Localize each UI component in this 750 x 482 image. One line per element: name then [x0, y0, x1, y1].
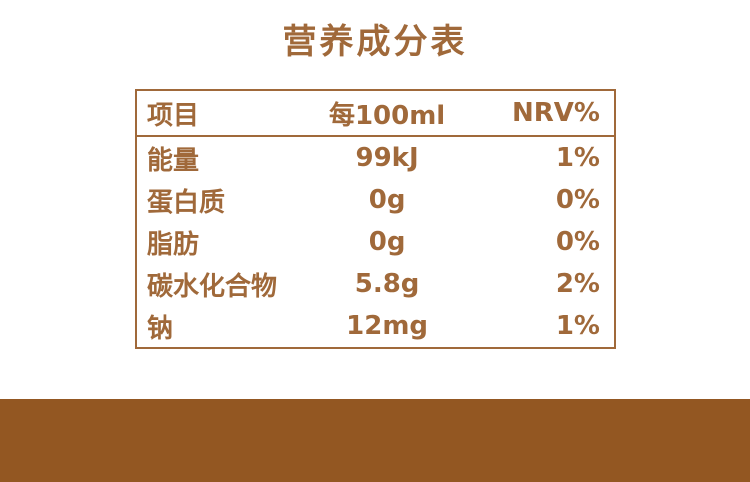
nutrition-table: 项目 每100ml NRV% 能量 99kJ 1% 蛋白质 0g 0% 脂肪 0… [135, 89, 616, 349]
row-value: 99kJ [355, 143, 419, 173]
table-row-energy: 能量 99kJ 1% [137, 137, 614, 179]
header-item: 项目 [147, 100, 200, 131]
row-value: 0g [368, 227, 406, 257]
header-nrv: NRV% [512, 98, 600, 128]
page-title: 营养成分表 [282, 22, 468, 62]
row-value: 12mg [346, 311, 429, 341]
table-row-sodium: 钠 12mg 1% [137, 305, 614, 347]
row-name: 脂肪 [147, 229, 200, 260]
footer-brown-band [0, 399, 750, 482]
row-value: 0g [368, 185, 406, 215]
table-header-row: 项目 每100ml NRV% [137, 91, 614, 137]
row-name: 碳水化合物 [147, 271, 278, 302]
row-nrv: 0% [555, 227, 600, 257]
row-nrv: 1% [555, 311, 600, 341]
row-name: 蛋白质 [147, 187, 226, 218]
table-row-protein: 蛋白质 0g 0% [137, 179, 614, 221]
table-row-carbohydrate: 碳水化合物 5.8g 2% [137, 263, 614, 305]
row-nrv: 2% [555, 269, 600, 299]
row-value: 5.8g [354, 269, 420, 299]
row-nrv: 0% [555, 185, 600, 215]
row-name: 钠 [147, 313, 174, 344]
header-per-100ml: 每100ml [328, 100, 446, 131]
row-name: 能量 [147, 145, 200, 176]
row-nrv: 1% [555, 143, 600, 173]
table-row-fat: 脂肪 0g 0% [137, 221, 614, 263]
